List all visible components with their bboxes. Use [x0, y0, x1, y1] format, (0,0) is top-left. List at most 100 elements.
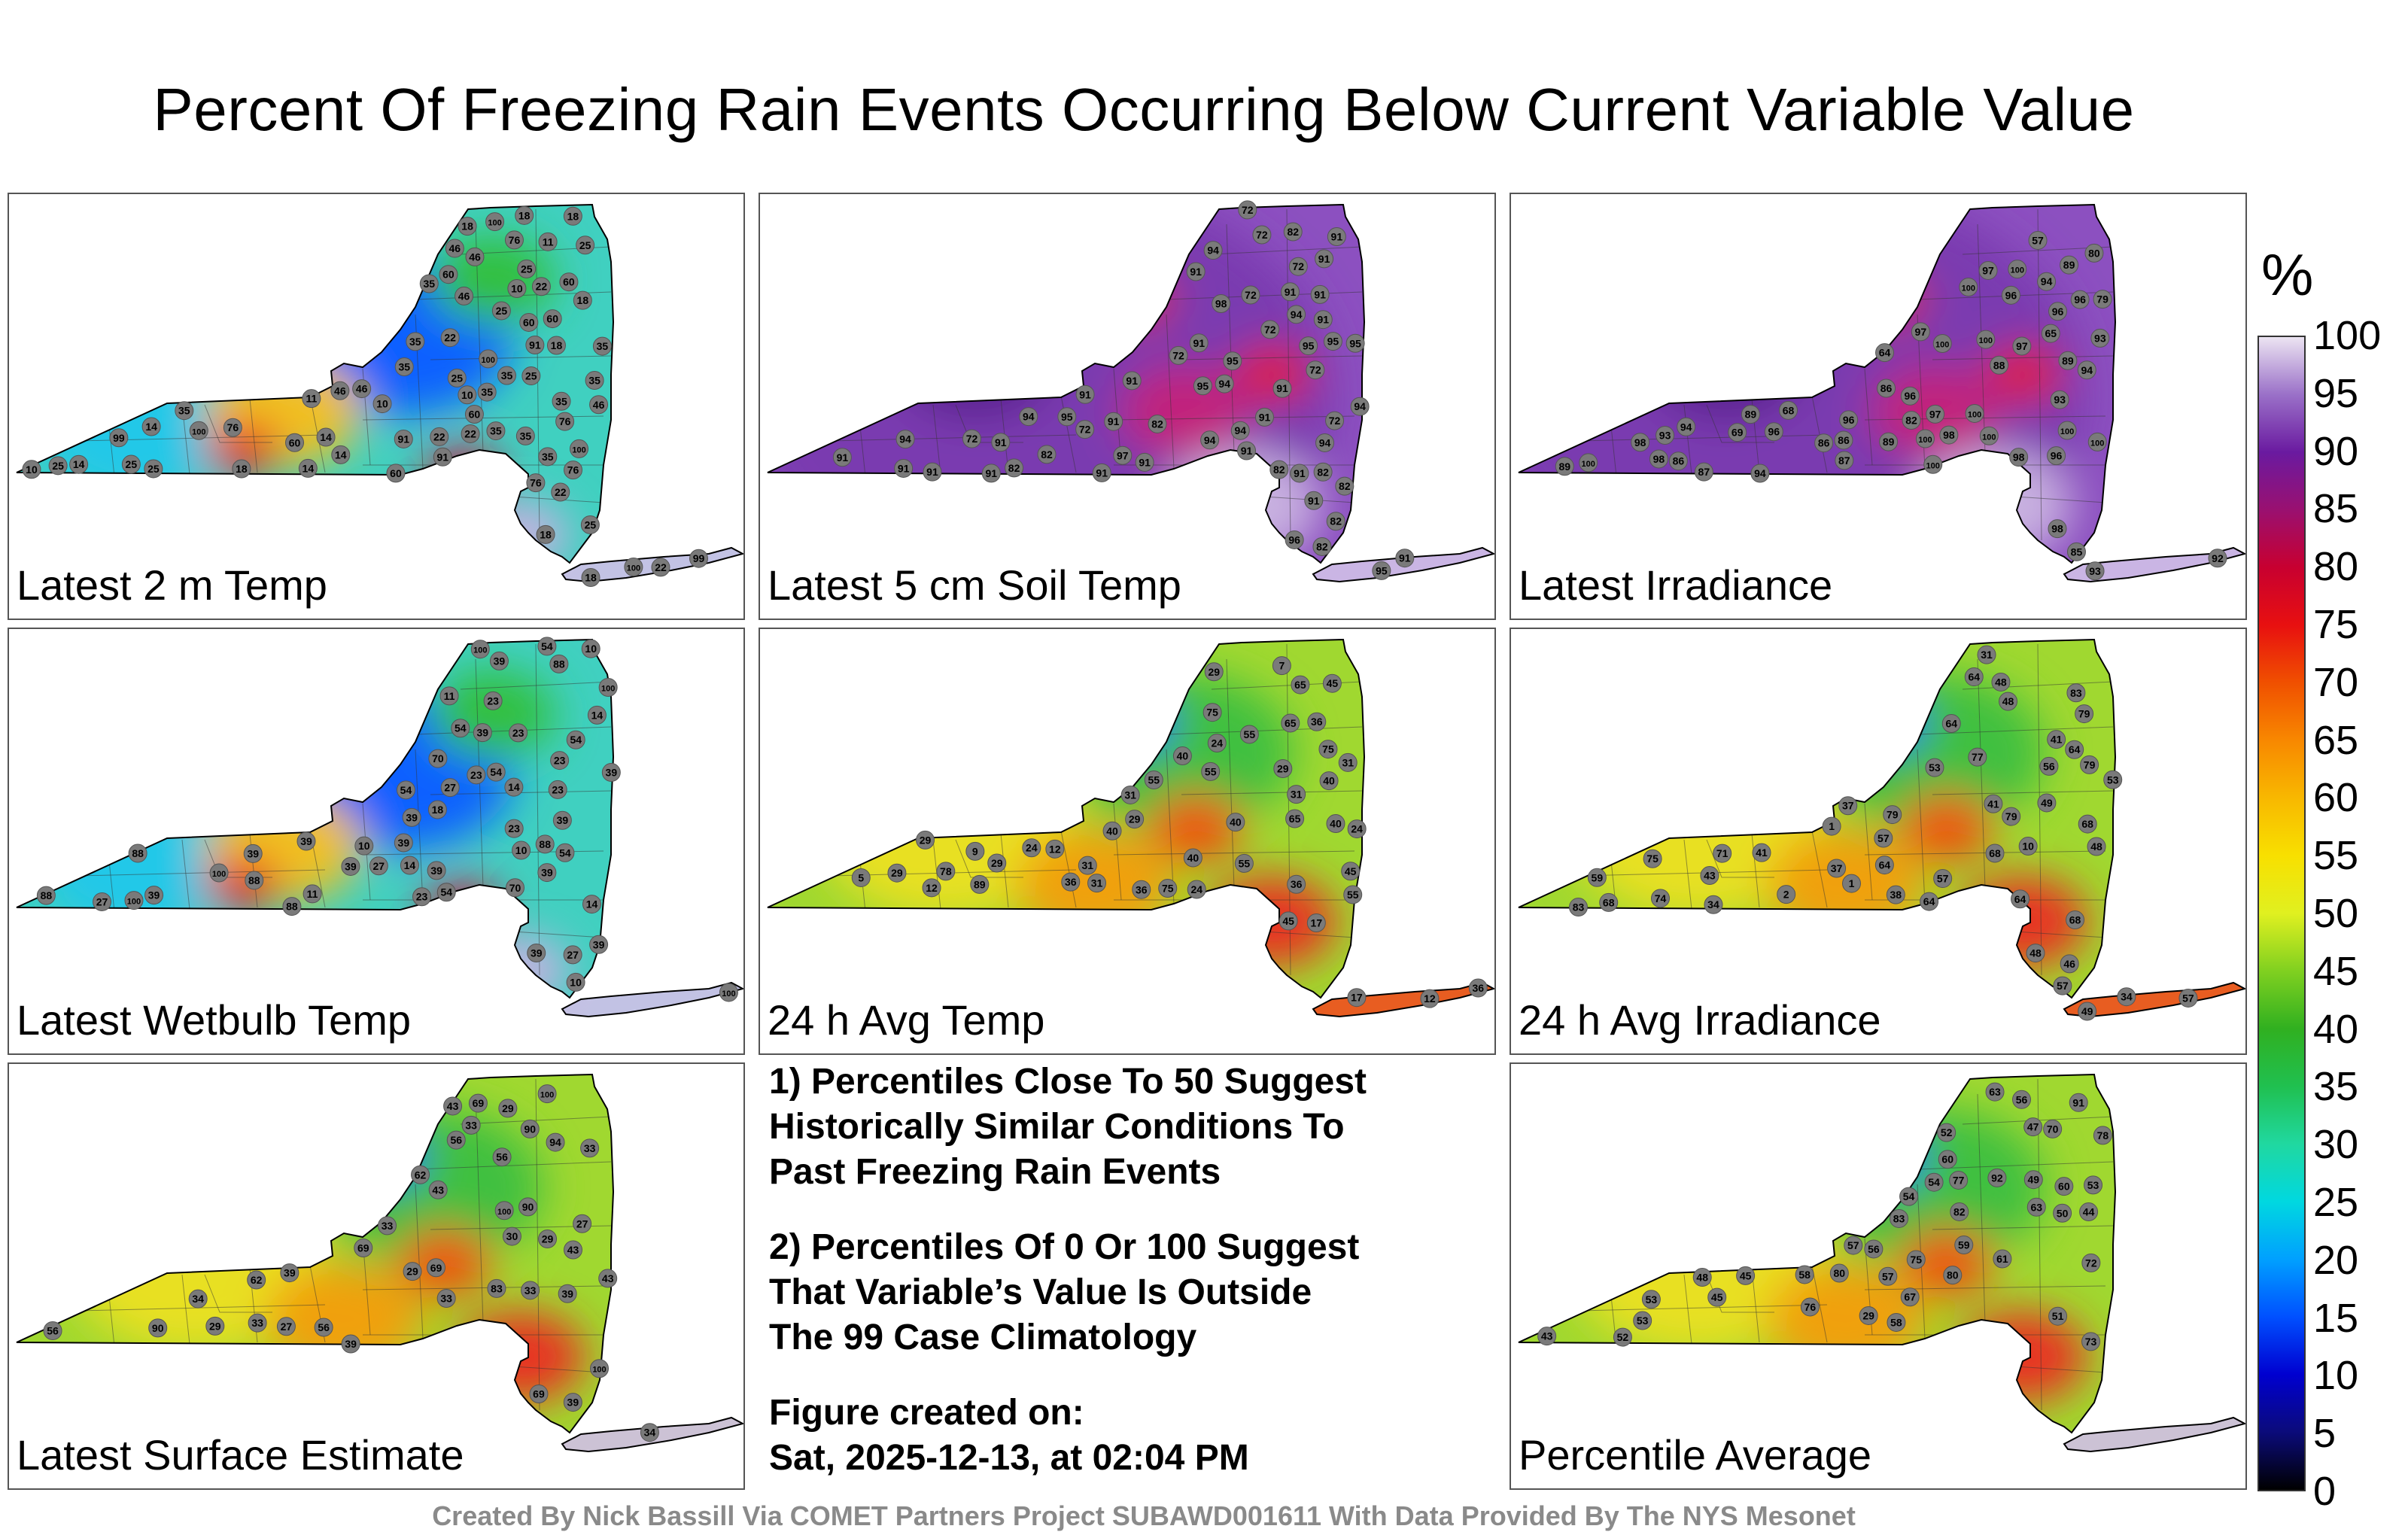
station-value: 54 [490, 766, 502, 778]
station-value: 24 [1026, 842, 1038, 854]
station-value: 100 [2090, 439, 2104, 448]
station-marker [2011, 889, 2030, 909]
station-value: 33 [465, 1119, 477, 1131]
station-value: 86 [1673, 455, 1685, 467]
station-marker [1283, 222, 1303, 242]
station-value: 60 [523, 316, 535, 328]
station-value: 47 [2027, 1121, 2039, 1133]
state-outline [1312, 546, 1494, 583]
station-value: 68 [1783, 404, 1795, 416]
station-value: 100 [1962, 284, 1975, 293]
station-value: 72 [1245, 289, 1257, 301]
panel-24h-avg-temp: 7 29 9 12 31 65 17 24 36 40 31 24 29 31 40 55 45 29 45 36 31… [759, 628, 1496, 1055]
station-marker [559, 272, 579, 292]
station-marker [546, 336, 566, 355]
station-marker [188, 1289, 208, 1309]
station-value: 14 [335, 448, 347, 460]
station-marker [2026, 944, 2045, 963]
station-value: 36 [1136, 883, 1148, 895]
station-value: 77 [1953, 1174, 1965, 1186]
station-marker [1212, 294, 1231, 314]
station-value: 60 [1941, 1154, 1953, 1166]
station-marker [1306, 360, 1325, 380]
station-marker [1022, 838, 1041, 858]
station-value: 94 [2041, 275, 2053, 287]
station-value: 33 [584, 1142, 596, 1154]
station-marker [1835, 451, 1854, 470]
station-marker [1985, 843, 2005, 863]
panel-latest-5cm-soil-temp: 82 91 91 94 72 91 94 97 82 95 98 72 94 82 72 91 82 91 95 94… [759, 193, 1496, 620]
colorbar [2258, 336, 2306, 1491]
station-marker [1207, 734, 1227, 753]
station-marker [427, 861, 446, 880]
station-value: 96 [1905, 390, 1917, 402]
station-value: 55 [1148, 774, 1160, 786]
station-value: 36 [1311, 716, 1323, 728]
station-marker [1579, 453, 1598, 473]
station-marker [538, 232, 558, 251]
station-marker [1273, 758, 1293, 778]
panel-label: Latest Surface Estimate [17, 1431, 464, 1479]
station-marker [491, 301, 511, 321]
station-value: 91 [1308, 494, 1320, 506]
colorbar-tick-label: 85 [2313, 486, 2359, 532]
station-marker [2084, 243, 2104, 263]
station-value: 23 [552, 783, 564, 795]
station-marker [563, 206, 582, 226]
station-marker [1839, 410, 1859, 430]
station-value: 14 [508, 781, 520, 793]
station-marker [923, 462, 942, 482]
station-marker [280, 1263, 299, 1283]
station-value: 46 [469, 251, 481, 263]
station-value: 54 [455, 722, 467, 734]
station-value: 50 [2057, 1207, 2069, 1219]
field-blob [474, 937, 570, 1005]
station-marker [43, 1321, 62, 1340]
station-marker [1668, 451, 1688, 471]
county-line [1286, 208, 1291, 541]
station-marker [354, 836, 374, 856]
station-marker [477, 382, 497, 402]
station-value: 76 [509, 234, 521, 246]
station-marker [1707, 1287, 1727, 1307]
station-value: 60 [563, 276, 575, 288]
station-value: 1 [1849, 877, 1855, 889]
county-line [932, 404, 941, 475]
station-marker [962, 429, 981, 448]
station-value: 7 [1278, 660, 1285, 672]
station-value: 94 [1754, 467, 1766, 479]
station-marker [487, 1278, 506, 1298]
station-value: 64 [2069, 743, 2081, 755]
station-marker [2077, 360, 2096, 380]
station-marker [1899, 1187, 1919, 1206]
station-value: 48 [2090, 840, 2102, 853]
station-value: 37 [1831, 862, 1843, 874]
station-value: 18 [585, 571, 597, 583]
station-marker [1943, 1266, 1963, 1285]
station-marker [504, 819, 524, 838]
station-marker [1829, 1263, 1849, 1283]
station-value: 40 [1323, 775, 1335, 787]
station-marker [1290, 464, 1309, 483]
station-value: 78 [940, 865, 952, 877]
station-value: 18 [567, 210, 579, 222]
station-marker [1939, 425, 1959, 445]
station-marker [1779, 400, 1798, 420]
station-marker [1338, 752, 1358, 772]
station-value: 18 [540, 528, 552, 540]
station-value: 29 [209, 1320, 221, 1332]
station-marker [369, 856, 388, 876]
station-value: 91 [1314, 288, 1326, 300]
station-marker [1631, 433, 1650, 452]
station-marker [582, 895, 601, 914]
note-1-line: 1) Percentiles Close To 50 Suggest [769, 1062, 1367, 1102]
station-value: 100 [482, 356, 495, 365]
station-marker [1902, 411, 1921, 430]
station-marker [555, 843, 575, 862]
station-value: 18 [461, 220, 473, 233]
station-value: 11 [306, 393, 317, 405]
station-value: 41 [1756, 847, 1768, 859]
station-marker [1223, 351, 1242, 371]
station-marker [2058, 351, 2078, 370]
station-marker [175, 401, 194, 421]
